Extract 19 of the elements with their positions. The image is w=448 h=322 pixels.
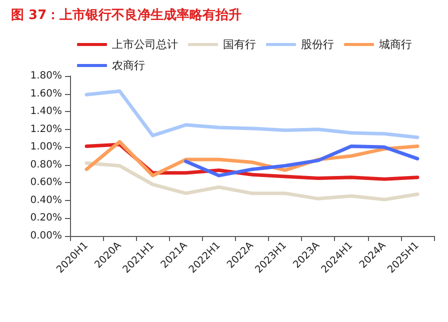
y-tick-label: 0.60% <box>30 177 62 188</box>
y-tick-label: 1.20% <box>30 124 62 135</box>
legend-label: 农商行 <box>112 59 145 72</box>
y-tick-label: 0.00% <box>30 230 62 242</box>
legend-label: 城商行 <box>378 38 412 51</box>
y-tick-label: 0.80% <box>30 159 62 170</box>
y-tick-label: 1.80% <box>30 70 62 82</box>
legend-label: 上市公司总计 <box>112 38 178 51</box>
line-series <box>84 89 420 140</box>
line-series <box>84 161 420 202</box>
legend-label: 股份行 <box>301 38 334 51</box>
y-tick-label: 0.40% <box>30 194 62 206</box>
y-tick-label: 1.40% <box>30 106 62 118</box>
y-tick-label: 0.20% <box>30 212 62 224</box>
line-series <box>184 144 420 178</box>
y-tick-label: 1.00% <box>30 142 62 153</box>
legend-label: 国有行 <box>223 38 256 51</box>
y-tick-label: 1.60% <box>30 88 62 100</box>
chart-title: 图 37：上市银行不良净生成率略有抬升 <box>11 7 242 23</box>
